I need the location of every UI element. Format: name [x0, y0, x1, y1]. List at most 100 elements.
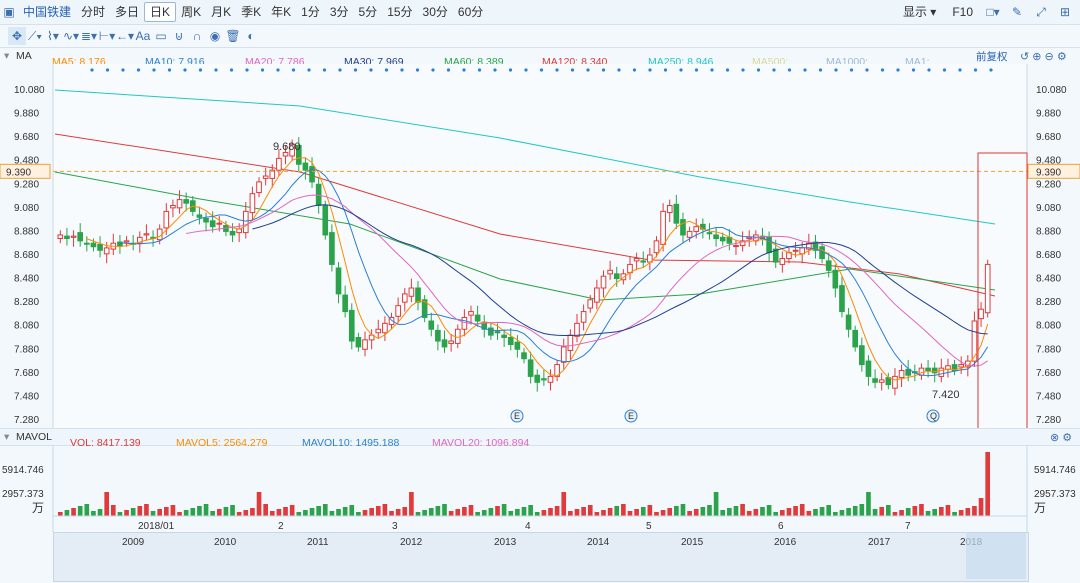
trash-icon[interactable]: 🗑: [225, 29, 241, 43]
tab-period-4[interactable]: 月K: [211, 5, 232, 19]
chart-style-icon[interactable]: □▾: [986, 5, 1000, 19]
adjust-mode[interactable]: 前复权: [976, 50, 1008, 63]
event-dot: [632, 68, 637, 72]
volume-bar: [97, 509, 103, 516]
candle-body: [103, 247, 110, 255]
volume-bar: [157, 509, 162, 516]
candle-body: [342, 294, 348, 313]
volume-bar: [627, 511, 633, 516]
polyline-tool-icon[interactable]: ⌇▾: [47, 29, 59, 43]
event-marker[interactable]: [926, 409, 940, 423]
candle-body: [269, 169, 276, 179]
pen-icon[interactable]: ✎: [1011, 5, 1023, 19]
crosshair-icon[interactable]: ✥: [8, 27, 26, 45]
candle-body: [64, 235, 70, 239]
volume-tick-left: 5914.746: [2, 465, 44, 476]
tab-period-11[interactable]: 30分: [422, 5, 448, 19]
tab-period-1[interactable]: 多日: [115, 5, 140, 19]
volume-bar: [786, 508, 792, 516]
wave-tool-icon[interactable]: ∿▾: [62, 29, 80, 43]
candle-body: [534, 374, 541, 383]
tab-period-3[interactable]: 周K: [181, 5, 202, 19]
volume-bar: [495, 506, 500, 516]
candle-body: [600, 275, 607, 289]
tab-period-7[interactable]: 1分: [301, 5, 320, 19]
event-dot: [152, 68, 156, 72]
candle-body: [541, 378, 547, 381]
volume-bar: [223, 507, 229, 516]
current-price-label-left: 9.390: [6, 167, 31, 178]
ma-indicator-label[interactable]: MA: [16, 50, 32, 62]
fullscreen-icon[interactable]: ⤢: [1036, 4, 1046, 19]
comment-icon[interactable]: ▭: [155, 29, 167, 43]
volume-bar: [362, 510, 368, 516]
event-dot: [958, 68, 962, 72]
tab-period-2[interactable]: 日K: [144, 2, 177, 22]
volume-tick-left: 2957.373: [2, 489, 44, 500]
volume-bar: [448, 511, 454, 516]
volume-bar: [475, 512, 480, 516]
candle-body: [958, 364, 965, 368]
candle-body: [607, 269, 613, 275]
toggle-icon[interactable]: ◐: [247, 29, 255, 43]
grid-icon[interactable]: ⊞: [1059, 5, 1071, 19]
arrow-tool-icon[interactable]: ←▾: [115, 29, 135, 43]
collapse-icon[interactable]: ▾: [4, 50, 10, 62]
tab-period-0[interactable]: 分时: [81, 5, 106, 19]
volume-bar: [57, 512, 63, 516]
candle-body: [382, 322, 388, 334]
event-marker[interactable]: [510, 409, 524, 423]
volume-bar: [117, 512, 123, 516]
candle-body: [97, 243, 103, 251]
ma-tools-icon[interactable]: ↺ ⊕ ⊖ ⚙: [1020, 50, 1067, 63]
line-tool-icon[interactable]: ⟋▾: [27, 28, 43, 43]
eye-icon[interactable]: ◉: [209, 29, 221, 43]
candle-body: [733, 245, 739, 248]
text-tool-icon[interactable]: Aa: [135, 29, 151, 43]
tab-period-5[interactable]: 季K: [241, 5, 262, 19]
stock-chart[interactable]: 10.080 10.080 9.880 9.880 9.680 9.680 9.480 9.4…: [0, 64, 1080, 532]
f10-button[interactable]: F10: [952, 5, 973, 19]
event-dot: [508, 68, 513, 72]
volume-bar: [144, 504, 149, 516]
candle-body: [408, 287, 415, 297]
ma30-line: [252, 204, 988, 336]
sidebar-toggle-icon[interactable]: ▣: [3, 5, 15, 19]
candle-body: [706, 232, 713, 235]
event-marker[interactable]: [624, 409, 638, 423]
vol-indicator-label[interactable]: MAVOL: [16, 431, 52, 443]
event-marker-label: E: [628, 411, 634, 421]
candle-body: [249, 193, 256, 214]
navigator-window[interactable]: [966, 533, 1026, 579]
time-navigator[interactable]: 2009201020112012201320142015201620172018: [53, 532, 1029, 582]
tab-period-12[interactable]: 60分: [457, 5, 484, 19]
magnet-icon[interactable]: ⊍: [174, 29, 184, 43]
display-menu[interactable]: 显示 ▾: [902, 5, 937, 19]
candle-body: [242, 210, 249, 234]
event-dot: [136, 68, 141, 72]
tab-period-6[interactable]: 年K: [271, 5, 292, 19]
period-tabs: 分时 多日 日K 周K 月K 季K 年K 1分 3分 5分 15分 30分 60分: [76, 2, 488, 22]
volume-unit-left: 万: [32, 501, 44, 515]
lock-icon[interactable]: ∩: [192, 29, 202, 43]
volume-bar: [283, 507, 288, 516]
tab-period-8[interactable]: 3分: [329, 5, 349, 19]
y-tick-label-right: 7.880: [1036, 344, 1061, 355]
candle-body: [474, 314, 481, 322]
candle-body: [613, 273, 620, 280]
candle-body: [594, 287, 600, 303]
tab-period-9[interactable]: 5分: [358, 5, 378, 19]
low-annotation: 7.420: [932, 389, 960, 401]
vol-collapse-icon[interactable]: ▾: [4, 431, 10, 443]
volume-bar: [130, 508, 136, 516]
tab-period-10[interactable]: 15分: [387, 5, 413, 19]
volume-bar: [693, 509, 699, 516]
stock-name[interactable]: 中国铁建: [23, 5, 72, 19]
y-tick-label-right: 9.480: [1036, 156, 1061, 167]
event-dot: [245, 68, 249, 72]
measure-tool-icon[interactable]: ⊢▾: [98, 29, 116, 43]
vol-tools-icon[interactable]: ⊗ ⚙: [1050, 431, 1073, 444]
fib-tool-icon[interactable]: ≣▾: [80, 29, 98, 43]
y-tick-label-right: 7.480: [1036, 391, 1061, 402]
event-dot: [818, 68, 823, 72]
